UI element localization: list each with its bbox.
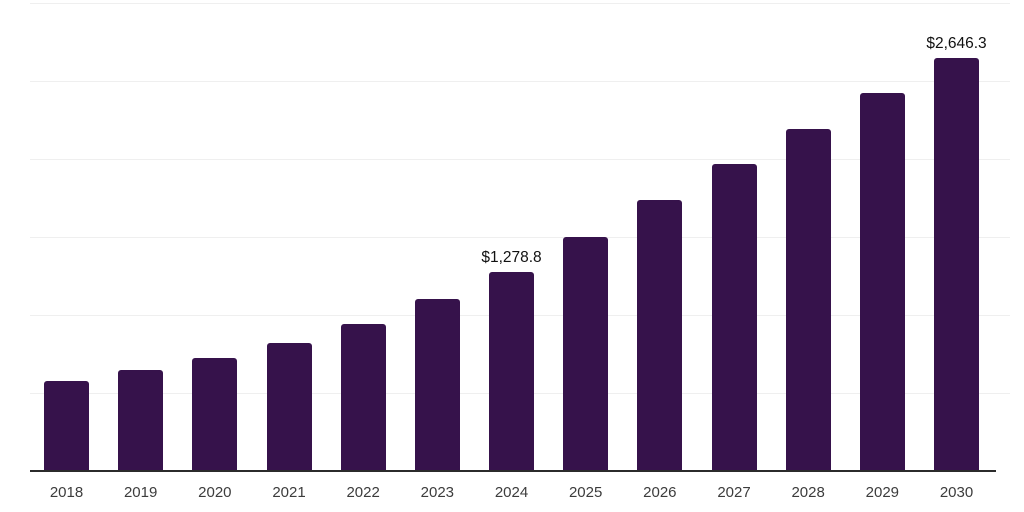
bar-2020 [192,357,238,471]
bar-2023 [414,299,460,471]
gridline-2000 [30,159,1010,160]
bar-2027 [711,164,757,471]
x-tick-label-2021: 2021 [272,484,306,501]
bar-value-label-2024: $1,278.8 [481,248,542,266]
gridline-2500 [30,81,1010,82]
x-tick-label-2030: 2030 [939,484,974,501]
bar-2029 [859,92,905,471]
bar-2019 [118,370,164,471]
x-tick-label-2023: 2023 [420,484,455,501]
x-tick-label-2022: 2022 [346,484,380,501]
gridline-1500 [30,237,1010,238]
x-tick-label-2029: 2029 [865,484,900,501]
bar-2018 [44,381,89,471]
x-tick-label-2027: 2027 [717,484,751,501]
x-tick-label-2026: 2026 [643,484,677,501]
x-axis-line [30,470,996,472]
bar-value-label-2030: $2,646.3 [926,35,987,53]
bar-2024 [489,271,534,471]
bar-2030 [934,58,979,471]
bar-2026 [637,199,683,471]
x-tick-label-2020: 2020 [198,484,232,501]
bar-2028 [785,128,831,471]
gridline-3000 [30,3,1010,4]
bar-2022 [340,323,386,471]
x-tick-label-2028: 2028 [791,484,825,501]
bar-2021 [266,343,312,471]
x-tick-label-2024: 2024 [494,484,529,501]
x-tick-label-2018: 2018 [49,484,84,501]
x-tick-label-2019: 2019 [123,484,158,501]
x-tick-label-2025: 2025 [568,484,603,501]
bar-2025 [563,237,609,471]
